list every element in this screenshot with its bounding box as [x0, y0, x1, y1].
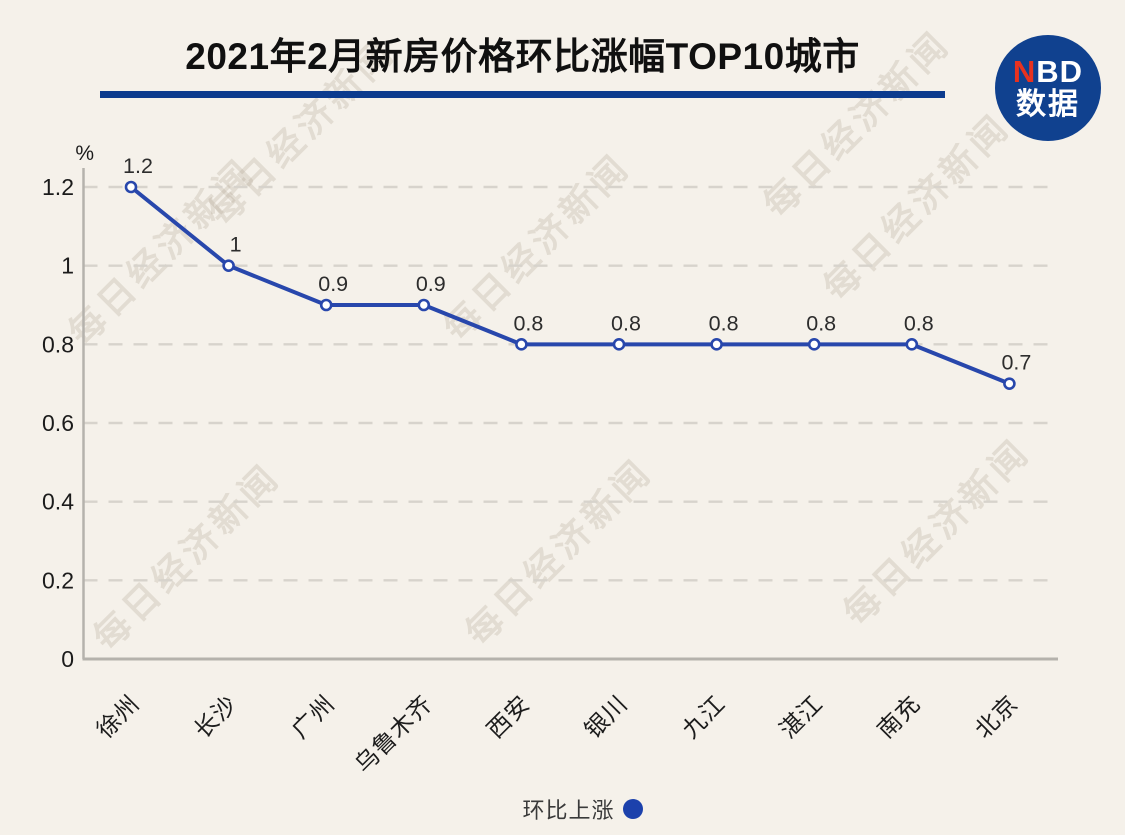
series-line	[129, 185, 1012, 386]
y-tick-label: 0.2	[42, 567, 74, 593]
x-tick-label: 西安	[482, 690, 535, 743]
nbd-logo: NBD 数据	[995, 35, 1101, 141]
x-tick-label: 九江	[677, 690, 730, 743]
data-point-label: 0.8	[806, 311, 836, 335]
data-point	[612, 338, 626, 351]
data-point-label: 0.7	[1001, 351, 1031, 375]
legend: 环比上涨	[20, 793, 1125, 825]
x-tick-label: 银川	[580, 690, 633, 743]
page-title: 2021年2月新房价格环比涨幅TOP10城市	[185, 36, 860, 77]
x-tick-label: 乌鲁木齐	[350, 690, 438, 778]
x-tick-label: 湛江	[775, 690, 828, 743]
nbd-logo-text: NBD	[1012, 53, 1084, 89]
data-point	[319, 298, 333, 312]
y-tick-label: 0.6	[42, 410, 74, 436]
x-tick-label: 北京	[970, 690, 1023, 743]
data-point-label: 0.8	[513, 311, 543, 335]
y-tick-label: 0	[61, 646, 74, 672]
data-point-label: 0.8	[611, 311, 641, 335]
x-tick-label: 徐州	[92, 690, 145, 743]
title-underline	[100, 91, 945, 98]
y-tick-label: 1.2	[42, 174, 74, 200]
y-tick-label: 0.8	[42, 331, 74, 357]
data-point-label: 0.8	[904, 311, 934, 335]
legend-dot-icon	[622, 799, 643, 819]
x-tick-label: 长沙	[189, 690, 242, 743]
data-point	[515, 338, 528, 351]
y-axis-unit-label: %	[75, 142, 94, 165]
y-tick-label: 1	[61, 253, 74, 279]
data-point-label: 1	[230, 233, 242, 257]
data-point	[1003, 377, 1016, 390]
data-point	[222, 259, 235, 272]
data-point-label: 0.9	[318, 272, 348, 296]
data-point-label: 1.2	[123, 154, 153, 178]
data-point-label: 0.8	[709, 311, 739, 335]
data-point-label: 0.9	[416, 272, 446, 296]
y-tick-label: 0.4	[42, 489, 74, 515]
data-point	[124, 180, 138, 194]
x-tick-label: 广州	[287, 690, 340, 743]
legend-label: 环比上涨	[522, 798, 615, 823]
nbd-logo-subtext: 数据	[1016, 87, 1080, 121]
data-point	[807, 338, 821, 351]
x-tick-label: 南充	[872, 690, 925, 743]
data-point	[710, 338, 723, 351]
data-point	[905, 338, 919, 351]
data-point	[417, 298, 431, 312]
